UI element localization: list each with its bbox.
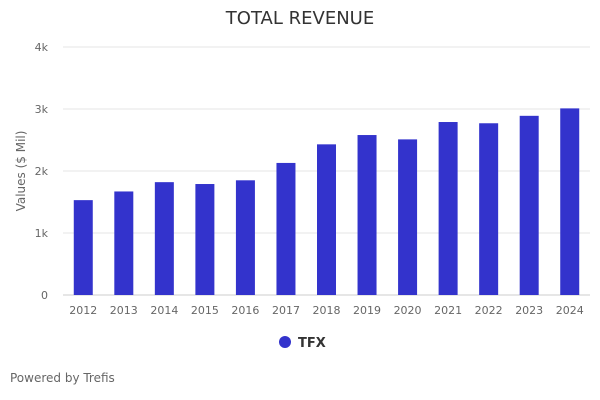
x-axis-ticks: 2012 2013 2014 2015 2016 2017 2018 2019 2020 2021… — [69, 304, 583, 317]
x-tick-label: 2017 — [272, 304, 300, 317]
x-tick-label: 2014 — [150, 304, 178, 317]
x-tick-label: 2012 — [69, 304, 97, 317]
bar-2012[interactable] — [73, 200, 93, 295]
bar-2018[interactable] — [317, 144, 336, 295]
bar-2023[interactable] — [519, 115, 539, 295]
bar-2017[interactable] — [276, 162, 296, 295]
bar-2015[interactable] — [195, 184, 215, 295]
y-tick-label: 2k — [35, 165, 49, 178]
bar-series — [73, 108, 580, 296]
x-tick-label: 2016 — [231, 304, 259, 317]
chart-title: TOTAL REVENUE — [225, 8, 374, 29]
x-tick-label: 2024 — [556, 304, 584, 317]
x-tick-label: 2021 — [434, 304, 462, 317]
bar-2022[interactable] — [479, 123, 499, 295]
y-tick-label: 4k — [35, 41, 49, 54]
y-tick-label: 1k — [35, 227, 49, 240]
bar-2024[interactable] — [560, 108, 580, 295]
y-tick-label: 0 — [41, 289, 48, 302]
bar-2013[interactable] — [114, 191, 134, 295]
x-tick-label: 2019 — [353, 304, 381, 317]
bar-2014[interactable] — [154, 182, 174, 295]
x-tick-label: 2022 — [475, 304, 503, 317]
bar-2020[interactable] — [398, 139, 418, 295]
x-tick-label: 2015 — [191, 304, 219, 317]
y-tick-label: 3k — [35, 103, 49, 116]
legend[interactable]: TFX — [279, 336, 326, 351]
x-tick-label: 2020 — [394, 304, 422, 317]
legend-marker-tfx[interactable] — [279, 336, 291, 348]
x-tick-label: 2018 — [313, 304, 341, 317]
bar-2021[interactable] — [438, 122, 458, 296]
y-axis-label: Values ($ Mil) — [14, 131, 28, 212]
y-axis-ticks: 0 1k 2k 3k 4k — [35, 41, 49, 302]
x-tick-label: 2023 — [515, 304, 543, 317]
powered-by-credit[interactable]: Powered by Trefis — [10, 371, 115, 385]
x-tick-label: 2013 — [110, 304, 138, 317]
legend-label-tfx[interactable]: TFX — [298, 336, 326, 351]
bar-2019[interactable] — [357, 135, 377, 295]
bar-2016[interactable] — [235, 180, 255, 295]
